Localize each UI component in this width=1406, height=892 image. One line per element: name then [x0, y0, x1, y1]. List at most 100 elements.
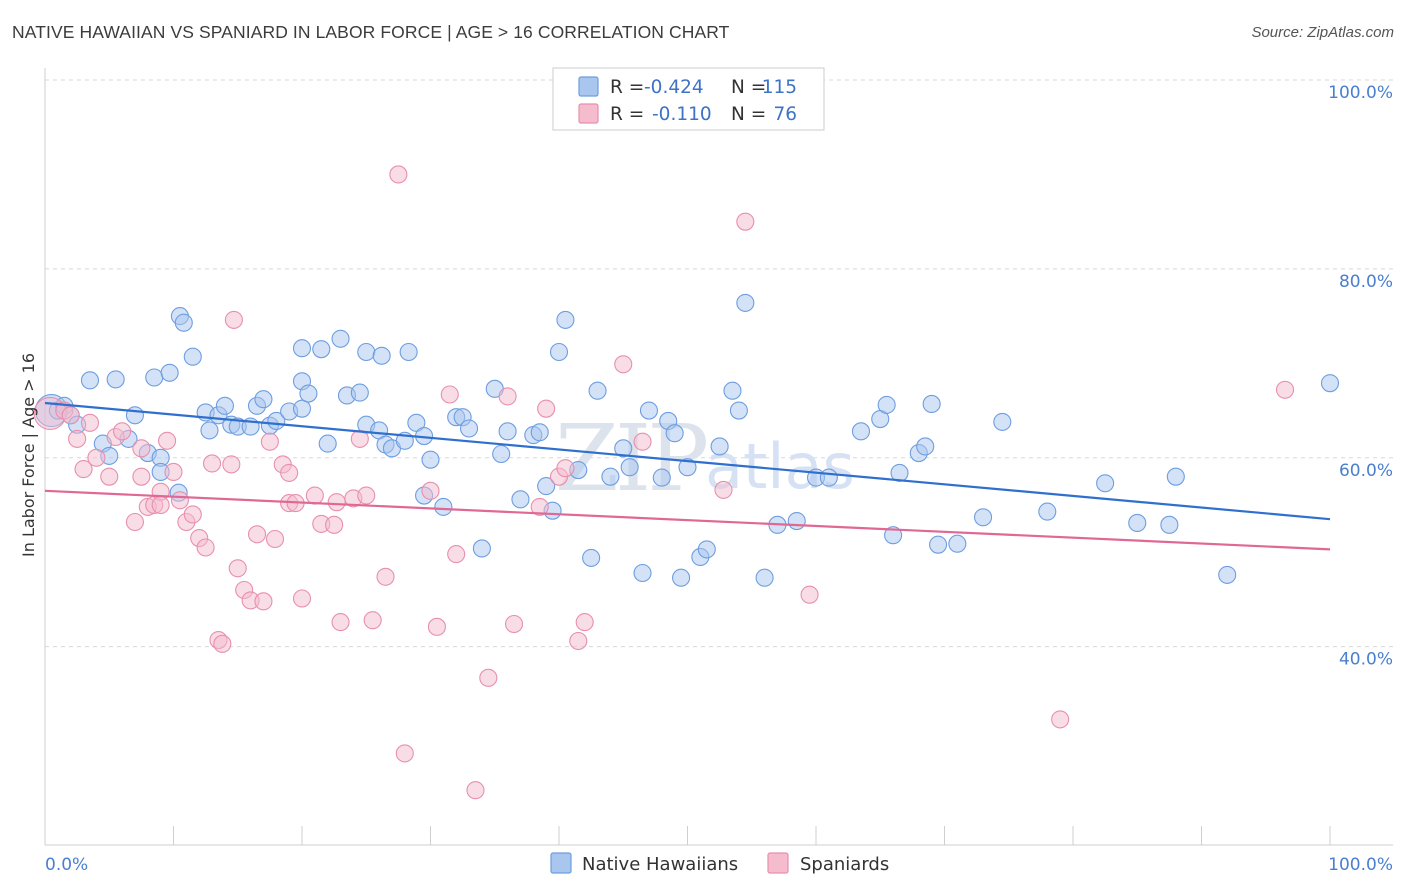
point-hawaiian: [1160, 515, 1179, 534]
point-hawaiian: [145, 368, 164, 387]
y-tick-label: 60.0%: [1339, 461, 1393, 481]
point-hawaiian: [588, 381, 607, 400]
point-spaniard: [714, 480, 733, 499]
point-spaniard: [447, 545, 466, 564]
point-spaniard: [74, 460, 93, 479]
point-hawaiian: [929, 535, 948, 554]
point-spaniard: [389, 165, 408, 184]
point-hawaiian: [672, 568, 691, 587]
point-hawaiian: [498, 422, 517, 441]
point-spaniard: [363, 611, 382, 630]
point-hawaiian: [537, 477, 556, 496]
point-spaniard: [331, 613, 350, 632]
point-spaniard: [113, 422, 132, 441]
point-hawaiian: [665, 424, 684, 443]
point-spaniard: [280, 463, 299, 482]
point-spaniard: [440, 385, 459, 404]
point-spaniard: [170, 491, 189, 510]
point-hawaiian: [1096, 474, 1115, 493]
point-spaniard: [196, 538, 215, 557]
point-hawaiian: [755, 568, 774, 587]
point-hawaiian: [292, 399, 312, 418]
point-hawaiian: [736, 293, 755, 312]
point-spaniard: [357, 486, 376, 505]
point-hawaiian: [729, 401, 748, 420]
point-spaniard: [498, 387, 517, 406]
point-hawaiian: [1218, 565, 1237, 584]
y-axis-title: In Labor Force | Age > 16: [19, 353, 38, 557]
point-hawaiian: [350, 383, 369, 402]
point-hawaiian: [80, 371, 100, 390]
point-spaniard: [254, 592, 273, 611]
legend-r-label-1: R =: [610, 77, 644, 98]
x-tick-label-right: 100.0%: [1328, 855, 1393, 875]
point-spaniard: [504, 614, 524, 634]
point-hawaiian: [601, 467, 620, 486]
legend-swatch-pink: [578, 103, 599, 124]
point-hawaiian: [723, 381, 742, 400]
legend-r-value-2: -0.110: [652, 104, 712, 125]
point-hawaiian: [459, 419, 479, 438]
point-hawaiian: [215, 396, 234, 415]
legend-n-value-1: 115: [762, 77, 797, 98]
point-hawaiian: [434, 497, 453, 516]
series-legend-label-1: Native Hawaiians: [582, 854, 738, 875]
point-spaniard: [614, 355, 633, 374]
point-hawaiian: [851, 422, 871, 441]
point-hawaiian: [1038, 502, 1057, 521]
point-spaniard: [265, 529, 285, 549]
trend-line-hawaiian: [44, 401, 1331, 521]
point-hawaiian: [678, 458, 697, 477]
point-hawaiian: [331, 329, 350, 348]
point-hawaiian: [200, 421, 219, 440]
point-spaniard: [292, 589, 312, 608]
point-spaniard: [325, 515, 344, 534]
point-spaniard: [569, 631, 588, 651]
point-spaniard: [421, 481, 440, 500]
point-spaniard: [228, 559, 247, 578]
tick-labels: 100.0% 80.0% 60.0% 40.0% 0.0% 100.0%: [45, 83, 1393, 875]
point-hawaiian: [819, 468, 838, 487]
legend-n-value-2: 76: [773, 104, 797, 125]
y-tick-label: 100.0%: [1328, 83, 1393, 103]
point-spaniard: [1051, 710, 1070, 729]
point-spaniard: [224, 310, 243, 329]
y-tick-label: 80.0%: [1339, 272, 1393, 292]
point-spaniard: [132, 467, 151, 486]
point-hawaiian: [318, 434, 337, 453]
point-hawaiian: [877, 395, 896, 414]
point-spaniard: [260, 432, 279, 451]
point-hawaiian: [125, 406, 144, 425]
point-spaniard: [327, 493, 346, 512]
point-hawaiian: [511, 490, 530, 509]
point-hawaiian: [254, 390, 273, 409]
point-spaniard: [132, 439, 151, 458]
point-hawaiian: [890, 463, 909, 482]
series-legend-swatch-pink: [767, 852, 789, 874]
point-spaniard: [530, 497, 549, 516]
watermark-zip: ZIP: [555, 405, 706, 512]
point-hawaiian: [697, 540, 716, 559]
point-spaniard: [203, 454, 222, 473]
point-hawaiian: [492, 444, 511, 464]
point-hawaiian: [1166, 467, 1185, 486]
point-hawaiian: [973, 508, 993, 527]
point-hawaiian: [582, 548, 601, 567]
watermark: ZIP atlas: [555, 405, 855, 512]
point-hawaiian: [884, 526, 903, 545]
point-spaniard: [633, 432, 652, 451]
point-hawaiian: [922, 394, 941, 413]
axes: [44, 68, 1393, 846]
point-hawaiian: [372, 346, 391, 365]
point-hawaiian: [614, 439, 633, 458]
grid-lines: [45, 79, 1393, 648]
point-hawaiian: [916, 437, 935, 456]
trend-line-spaniard: [44, 489, 1331, 551]
point-hawaiian: [633, 563, 652, 583]
point-hawaiian: [556, 310, 575, 329]
point-spaniard: [479, 668, 498, 687]
point-hawaiian: [106, 370, 125, 389]
point-hawaiian: [357, 342, 376, 362]
correlation-legend: R = -0.424 N = 115 R = -0.110 N = 76: [552, 67, 825, 131]
point-hawaiian: [421, 450, 440, 469]
